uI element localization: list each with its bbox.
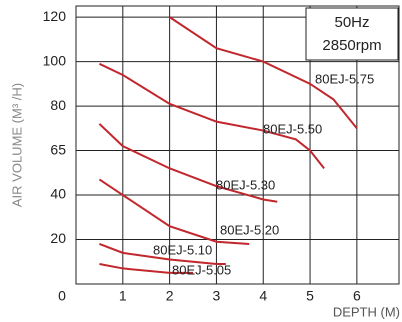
info-box bbox=[305, 7, 399, 61]
x-tick-label: 4 bbox=[259, 288, 267, 304]
x-tick-label: 5 bbox=[306, 288, 314, 304]
curve bbox=[99, 263, 194, 274]
y-axis-label: AIR VOLUME (M³ /H) bbox=[9, 83, 24, 207]
x-tick-label: 2 bbox=[166, 288, 174, 304]
curve-label: 80EJ-5.75 bbox=[315, 71, 374, 86]
curve bbox=[98, 123, 278, 203]
plot-frame bbox=[75, 5, 400, 285]
x-axis-label: DEPTH (M) bbox=[333, 304, 400, 319]
annotation: 50Hz bbox=[334, 14, 369, 31]
curve-label: 80EJ-5.20 bbox=[220, 222, 279, 237]
y-tick-label: 40 bbox=[50, 186, 66, 202]
y-tick-label: 120 bbox=[43, 8, 67, 24]
y-tick-label: 80 bbox=[50, 97, 66, 113]
y-tick-label: 65 bbox=[50, 141, 66, 157]
curve bbox=[169, 16, 358, 129]
y-tick-label: 20 bbox=[50, 230, 66, 246]
x-tick-label: 0 bbox=[58, 288, 66, 304]
curve bbox=[98, 62, 325, 169]
curve-label: 80EJ-5.30 bbox=[216, 177, 275, 192]
curve-label: 80EJ-5.05 bbox=[172, 262, 231, 277]
curve-label: 80EJ-5.10 bbox=[153, 242, 212, 257]
y-tick-label: 100 bbox=[43, 52, 67, 68]
annotation: 2850rpm bbox=[322, 37, 381, 54]
x-tick-label: 1 bbox=[119, 288, 127, 304]
curve bbox=[98, 178, 250, 245]
curve bbox=[99, 243, 226, 265]
x-tick-label: 6 bbox=[353, 288, 361, 304]
x-tick-label: 3 bbox=[213, 288, 221, 304]
curve-label: 80EJ-5.50 bbox=[263, 121, 322, 136]
